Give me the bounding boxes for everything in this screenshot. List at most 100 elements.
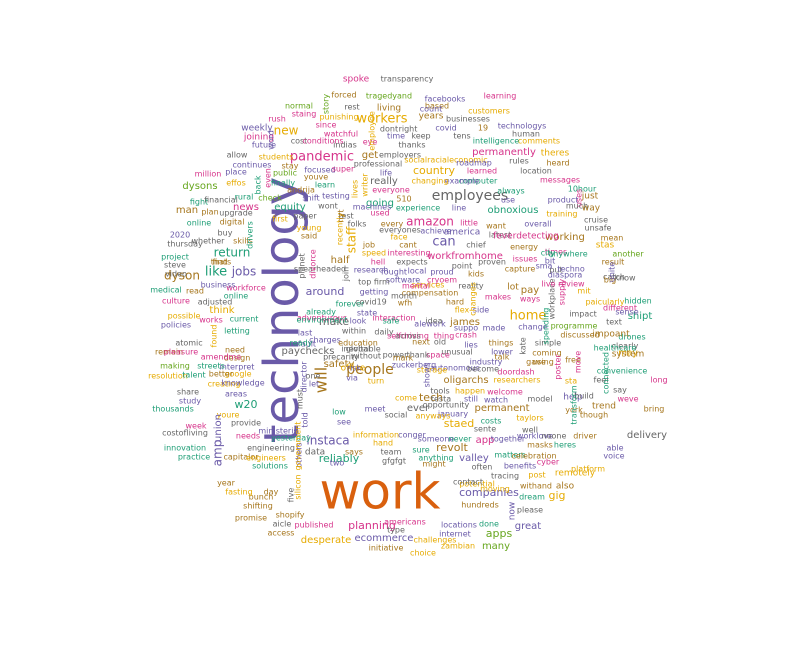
cloud-word: workers (356, 112, 407, 127)
cloud-word: online (187, 219, 211, 228)
cloud-word: obnoxious (488, 205, 539, 216)
cloud-word: services (412, 281, 445, 290)
cloud-word: really (370, 176, 398, 187)
cloud-word: skills (233, 237, 253, 246)
cloud-word: policies (161, 321, 191, 330)
cloud-word: day (264, 488, 279, 497)
cloud-word: internet (439, 530, 471, 539)
cloud-word: creating (208, 380, 241, 389)
cloud-word: covid19 (355, 298, 387, 307)
cloud-word: work (320, 463, 441, 521)
cloud-word: storage (417, 366, 447, 375)
cloud-word: divorce (309, 249, 318, 278)
cloud-word: better (209, 370, 234, 379)
cloud-word: local (408, 267, 427, 276)
cloud-word: way (582, 204, 601, 214)
cloud-word: safety (324, 359, 355, 370)
cloud-word: testing (322, 192, 350, 201)
cloud-word: thats (211, 258, 231, 267)
cloud-word: benefits (504, 462, 536, 471)
cloud-word: poster (554, 354, 563, 380)
cloud-word: oligarchs (443, 375, 488, 386)
cloud-word: simple (535, 339, 561, 348)
cloud-word: sente (474, 425, 496, 434)
cloud-word: look (350, 317, 367, 326)
cloud-word: technologys (498, 122, 547, 131)
cloud-word: country (413, 164, 456, 177)
cloud-word: convenience (597, 367, 648, 376)
cloud-word: data (305, 448, 325, 458)
cloud-word: become (467, 365, 499, 374)
cloud-word: five (287, 488, 296, 503)
cloud-word: join (342, 267, 351, 282)
cloud-word: gfgfgt (382, 457, 406, 466)
cloud-word: zambian (441, 542, 475, 551)
cloud-word: impact (569, 310, 597, 319)
cloud-word: initiative (369, 544, 404, 553)
cloud-word: engineers (246, 454, 286, 463)
cloud-word: tools (430, 387, 449, 396)
cloud-word: letting (224, 327, 250, 336)
cloud-word: rural (235, 193, 254, 202)
cloud-word: potential (459, 480, 495, 489)
cloud-word: tech (419, 391, 443, 404)
cloud-word: everyones (379, 226, 421, 235)
cloud-word: cost (291, 137, 308, 146)
cloud-word: using (532, 358, 554, 367)
cloud-word: every (381, 220, 404, 229)
cloud-word: much (566, 202, 588, 211)
cloud-word: trend (592, 402, 616, 412)
cloud-word: rest (344, 103, 359, 112)
cloud-word: put (549, 266, 562, 275)
cloud-word: paychecks (282, 346, 335, 357)
cloud-word: steve (164, 261, 186, 270)
cloud-word: remain (155, 348, 183, 357)
cloud-word: roadmap (456, 159, 492, 168)
cloud-word: precarity (323, 353, 359, 362)
cloud-word: selfdriving (387, 332, 429, 341)
cloud-word: shipt (628, 311, 653, 322)
cloud-word: compensation (402, 289, 459, 298)
cloud-word: planet (298, 253, 307, 278)
cloud-word: equity (274, 202, 306, 213)
cloud-word: challenges (414, 536, 457, 545)
cloud-word: upgrade (219, 209, 252, 218)
cloud-word: weekly (241, 124, 273, 134)
cloud-word: others (295, 442, 304, 467)
cloud-word: since (316, 121, 337, 130)
cloud-word: people (346, 362, 393, 378)
cloud-word: interaction (372, 314, 415, 323)
cloud-word: staing (292, 110, 317, 119)
cloud-word: learning (484, 92, 517, 101)
cloud-word: based (425, 102, 449, 111)
cloud-word: global (346, 345, 370, 354)
cloud-word: speed (362, 249, 386, 258)
cloud-word: let (309, 380, 319, 389)
cloud-word: education (338, 339, 378, 348)
cloud-word: reliably (319, 452, 360, 465)
cloud-word: last (298, 329, 312, 338)
cloud-word: 2020 (170, 231, 190, 240)
cloud-word: promise (235, 514, 267, 523)
cloud-word: fasting (225, 488, 252, 497)
cloud-word: knowledge (221, 379, 264, 388)
cloud-word: culture (162, 297, 190, 306)
cloud-word: computer (459, 177, 498, 186)
cloud-word: paicularly (585, 298, 624, 307)
cloud-word: public (273, 169, 297, 178)
cloud-word: also (556, 482, 575, 492)
cloud-word: january (437, 410, 468, 419)
cloud-word: engineering (247, 444, 295, 453)
cloud-word: flex (455, 306, 470, 315)
cloud-word: feel (594, 376, 609, 385)
cloud-word: mean (601, 234, 624, 243)
cloud-word: living (377, 104, 401, 114)
cloud-word: month (391, 292, 417, 301)
cloud-word: example (445, 177, 480, 186)
cloud-word: big (604, 276, 616, 285)
cloud-word: next (412, 338, 430, 347)
cloud-word: employee (368, 111, 377, 151)
cloud-word: wfh (398, 299, 412, 308)
cloud-word: connected (602, 352, 611, 394)
cloud-word: desperate (301, 535, 352, 546)
